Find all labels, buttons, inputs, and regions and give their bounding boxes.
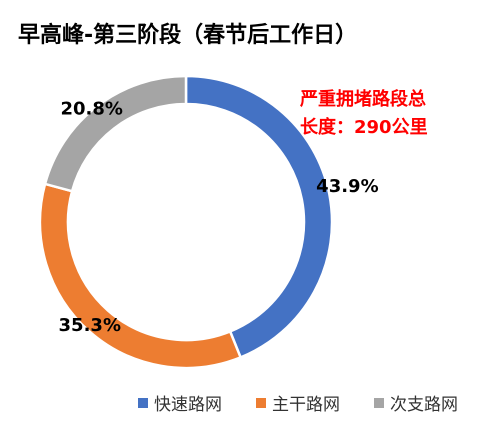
legend-swatch [138, 397, 148, 408]
legend-item-2: 主干路网 [256, 390, 340, 415]
legend-item-1: 快速路网 [138, 390, 222, 415]
annotation-total-length: 严重拥堵路段总 长度：290公里 [300, 86, 428, 142]
legend-label: 主干路网 [272, 395, 340, 415]
legend-swatch [374, 397, 384, 408]
donut-slice-3 [43, 74, 188, 193]
annotation-line-1: 严重拥堵路段总 [300, 89, 426, 110]
data-label-1: 43.9% [316, 176, 378, 197]
donut-slice-1 [184, 74, 334, 360]
chart-title: 早高峰-第三阶段（春节后工作日） [18, 23, 358, 48]
data-label-3: 20.8% [60, 98, 122, 119]
legend-swatch [256, 397, 266, 408]
chart-legend: 快速路网 主干路网 次支路网 [0, 390, 502, 415]
data-label-2: 35.3% [59, 315, 121, 336]
legend-label: 次支路网 [390, 395, 458, 415]
legend-label: 快速路网 [154, 395, 222, 415]
donut-slice-2 [38, 182, 243, 370]
annotation-line-2: 长度：290公里 [300, 117, 428, 138]
legend-item-3: 次支路网 [374, 390, 458, 415]
